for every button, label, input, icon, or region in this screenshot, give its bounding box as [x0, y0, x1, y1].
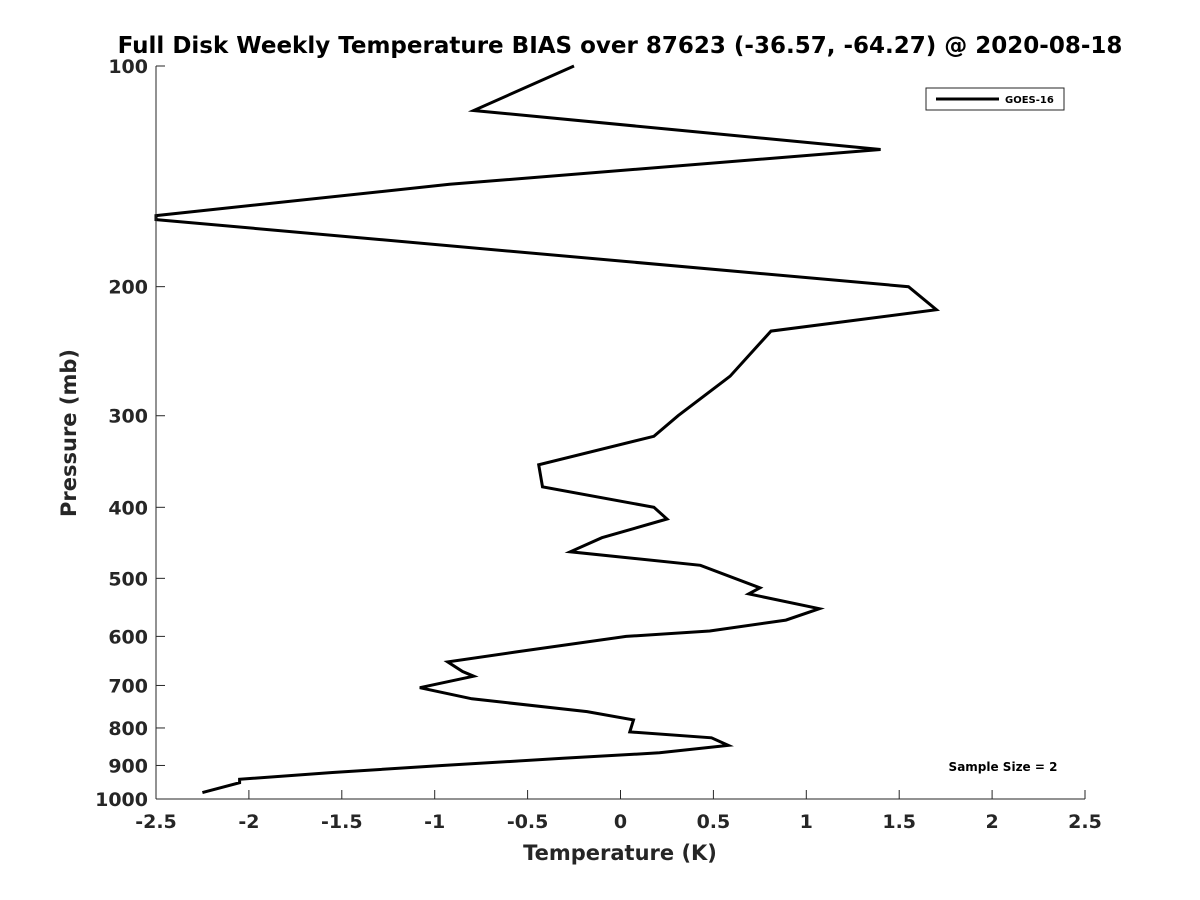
x-tick-label: -1.5: [321, 811, 363, 833]
x-tick-label: 0: [614, 811, 627, 833]
y-tick-label: 700: [108, 675, 148, 697]
plot-area: [156, 66, 1085, 799]
x-tick-label: -2: [238, 811, 259, 833]
y-tick-label: 200: [108, 277, 148, 299]
y-tick-label: 300: [108, 406, 148, 428]
x-tick-label: 1.5: [882, 811, 916, 833]
y-axis-ticks: 100 200 300 400 500 600 700 800 900 1000: [95, 56, 165, 811]
x-tick-label: -1: [424, 811, 445, 833]
x-tick-label: 1: [800, 811, 813, 833]
y-tick-label: 600: [108, 626, 148, 648]
legend: GOES-16: [925, 87, 1065, 111]
x-tick-label: 0.5: [697, 811, 731, 833]
y-tick-label: 900: [108, 755, 148, 777]
y-tick-label: 1000: [95, 789, 148, 811]
y-tick-label: 100: [108, 56, 148, 78]
x-tick-label: -0.5: [507, 811, 549, 833]
x-tick-label: 2.5: [1068, 811, 1102, 833]
series-line-goes-16: [154, 64, 941, 795]
y-axis-label: Pressure (mb): [57, 349, 81, 517]
series-layer: [154, 64, 941, 795]
y-tick-label: 800: [108, 718, 148, 740]
x-tick-label: -2.5: [135, 811, 177, 833]
x-axis-ticks: -2.5 -2 -1.5 -1 -0.5 0 0.5 1 1.5 2 2.5: [135, 790, 1102, 833]
chart-title: Full Disk Weekly Temperature BIAS over 8…: [118, 33, 1123, 59]
sample-size-annotation: Sample Size = 2: [949, 760, 1058, 774]
legend-label-goes-16: GOES-16: [1005, 95, 1054, 106]
y-tick-label: 500: [108, 568, 148, 590]
x-tick-label: 2: [985, 811, 998, 833]
x-axis-label: Temperature (K): [523, 841, 717, 865]
y-tick-label: 400: [108, 497, 148, 519]
